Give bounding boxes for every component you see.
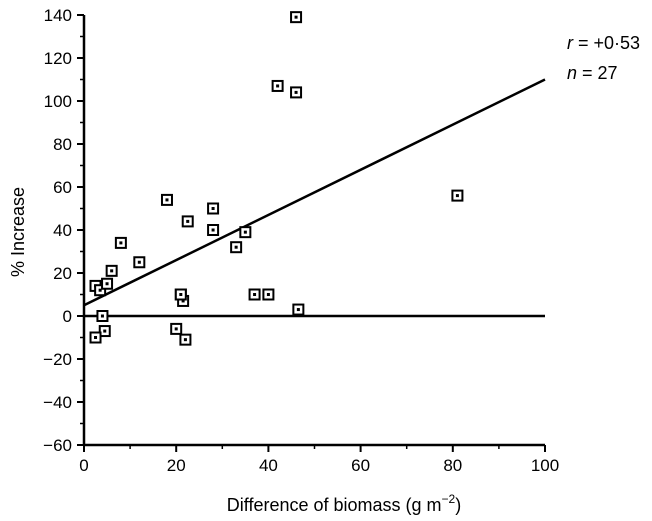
x-tick-label: 20 bbox=[167, 456, 186, 475]
x-tick-label: 0 bbox=[79, 456, 88, 475]
correlation-annotation: r = +0·53 bbox=[567, 33, 640, 53]
r-symbol: r bbox=[567, 33, 574, 53]
data-point bbox=[105, 264, 118, 277]
data-point bbox=[174, 288, 187, 301]
y-tick-label: 100 bbox=[44, 92, 72, 111]
data-point bbox=[94, 284, 107, 297]
data-point bbox=[290, 11, 303, 24]
data-points bbox=[89, 11, 464, 346]
data-point bbox=[89, 331, 102, 344]
r-value: = +0·53 bbox=[573, 33, 640, 53]
data-point bbox=[114, 236, 127, 249]
y-tick-label: −60 bbox=[43, 436, 72, 455]
y-tick-label: −20 bbox=[43, 350, 72, 369]
data-point bbox=[207, 224, 220, 236]
y-tick-label: 60 bbox=[53, 178, 72, 197]
x-tick-label: 40 bbox=[259, 456, 278, 475]
n-value: = 27 bbox=[577, 63, 618, 83]
data-point bbox=[98, 325, 111, 338]
data-point bbox=[248, 288, 261, 301]
data-point bbox=[170, 322, 183, 335]
data-point bbox=[451, 189, 464, 202]
y-tick-label: 140 bbox=[44, 6, 72, 25]
n-symbol: n bbox=[567, 63, 577, 83]
data-point bbox=[239, 226, 252, 239]
data-point bbox=[290, 86, 303, 99]
data-point bbox=[292, 303, 305, 316]
x-tick-label: 80 bbox=[443, 456, 462, 475]
data-point bbox=[181, 215, 194, 228]
data-point bbox=[96, 310, 109, 322]
y-axis-label: % Increase bbox=[8, 187, 28, 277]
y-tick-label: 0 bbox=[63, 307, 72, 326]
y-tick-label: 120 bbox=[44, 49, 72, 68]
x-axis-label: Difference of biomass (g m−2) bbox=[227, 492, 461, 515]
x-axis-label-suffix: ) bbox=[455, 495, 461, 515]
data-point bbox=[271, 79, 284, 92]
y-tick-label: 80 bbox=[53, 135, 72, 154]
x-tick-label: 100 bbox=[531, 456, 559, 475]
data-point bbox=[133, 256, 146, 269]
y-tick-label: 20 bbox=[53, 264, 72, 283]
data-point bbox=[230, 241, 243, 254]
x-tick-label: 60 bbox=[351, 456, 370, 475]
data-point bbox=[207, 202, 220, 215]
x-axis-ticks: 0 20 40 60 80 100 bbox=[79, 445, 559, 475]
x-axis-label-superscript: −2 bbox=[442, 492, 456, 506]
y-tick-label: 40 bbox=[53, 221, 72, 240]
regression-line bbox=[83, 78, 546, 307]
data-point bbox=[179, 333, 192, 346]
data-point bbox=[101, 277, 114, 290]
y-axis-ticks: −60 −40 −20 0 20 40 60 80 100 120 140 bbox=[43, 6, 84, 455]
data-point bbox=[262, 288, 275, 301]
data-point bbox=[160, 193, 173, 206]
sample-size-annotation: n = 27 bbox=[567, 63, 618, 83]
y-tick-label: −40 bbox=[43, 393, 72, 412]
